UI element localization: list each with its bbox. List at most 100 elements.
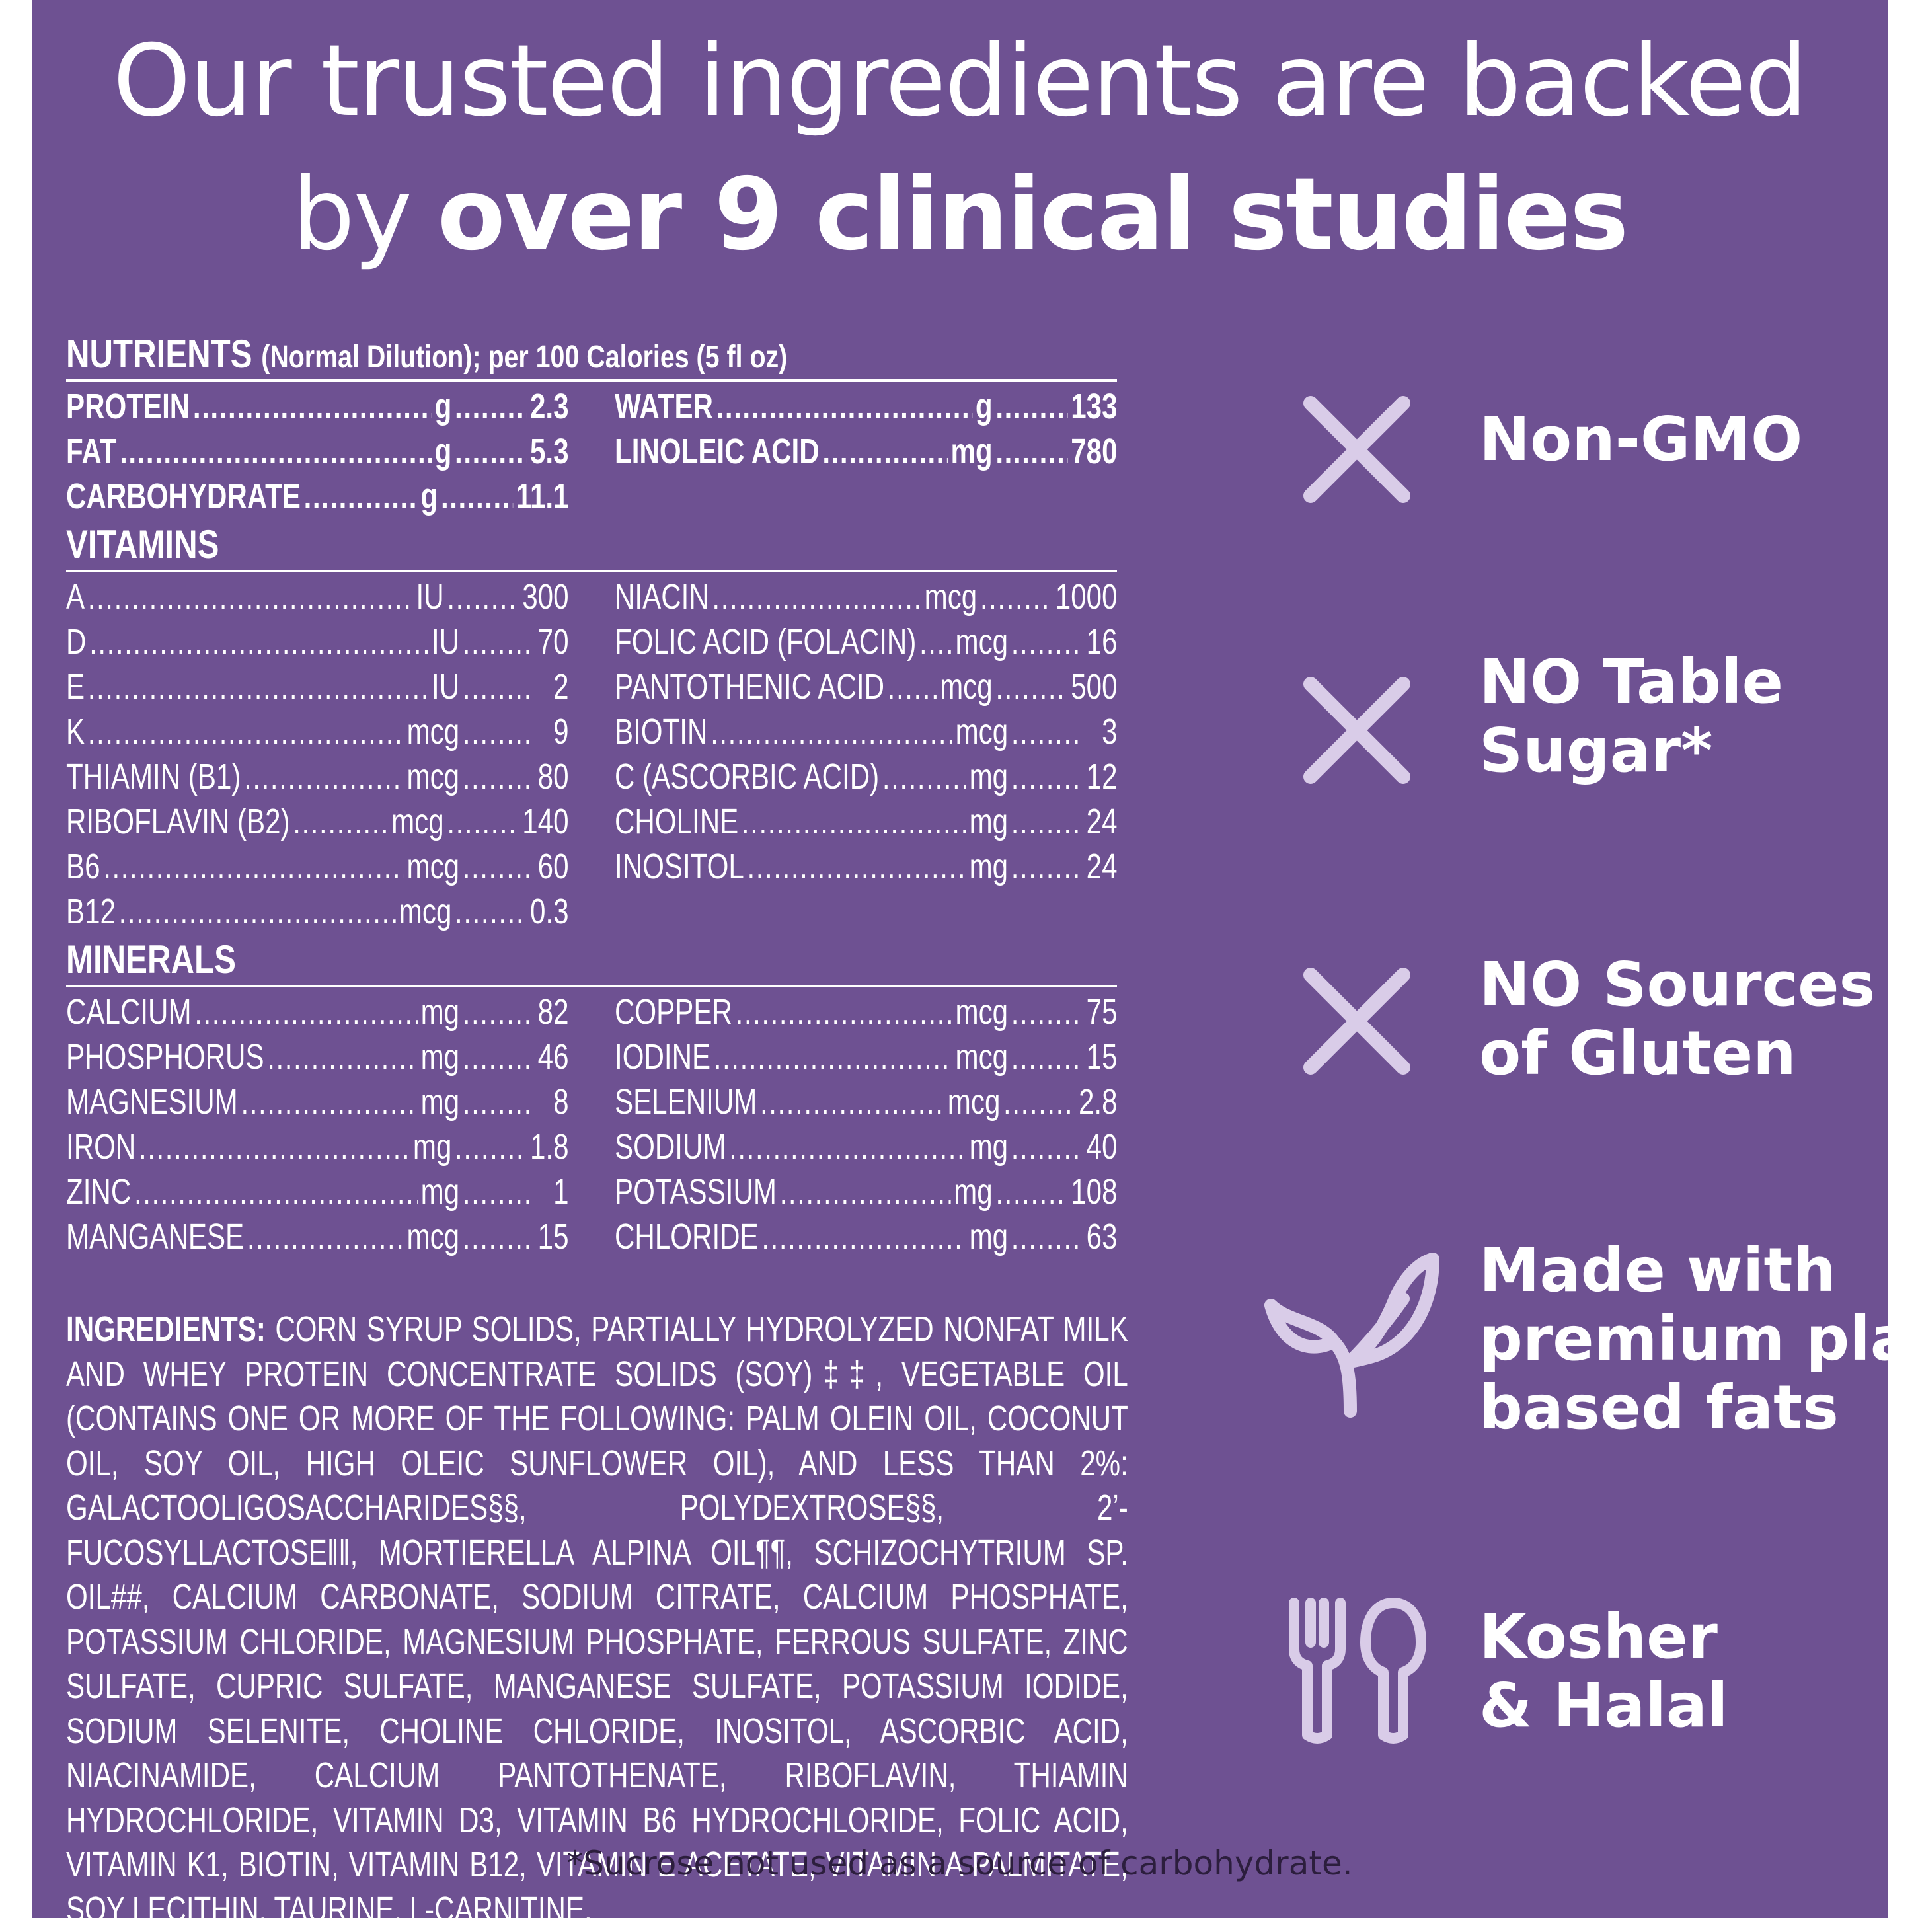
nutrient-unit: IU bbox=[432, 667, 460, 707]
nutrient-value: 60 bbox=[537, 847, 569, 886]
nutrient-value: 300 bbox=[522, 577, 569, 617]
nutrient-value: 63 bbox=[1086, 1217, 1118, 1256]
nutrient-unit: mg bbox=[969, 847, 1009, 886]
nutrient-row: B12 mcg 0.3 bbox=[66, 891, 569, 936]
nutrient-row: PROTEIN g 2.3 bbox=[66, 386, 569, 431]
nutrient-name: MANGANESE bbox=[66, 1217, 245, 1256]
nutrient-value: 24 bbox=[1086, 802, 1118, 841]
claim-line: Made with bbox=[1479, 1235, 1836, 1305]
nutrient-row: E IU 2 bbox=[66, 666, 569, 711]
nutrient-row: BIOTIN mcg 3 bbox=[615, 711, 1118, 756]
leader-dots bbox=[463, 621, 535, 662]
nutrient-unit: g bbox=[434, 432, 452, 471]
nutrient-value: 70 bbox=[537, 622, 569, 662]
nutrient-value: 40 bbox=[1086, 1127, 1118, 1167]
nutrient-unit: mg bbox=[420, 992, 460, 1032]
nutrient-row: Kmcg 9 bbox=[66, 711, 569, 756]
nutrient-unit: mg bbox=[969, 802, 1009, 841]
claim-line: Non-GMO bbox=[1479, 404, 1803, 475]
nutrients-right: WATER g 133 LINOLEIC ACID mg 780 bbox=[615, 386, 1118, 521]
claim-line: NO Sources bbox=[1479, 949, 1876, 1020]
nutrient-value: 24 bbox=[1086, 847, 1118, 886]
nutrient-unit: mg bbox=[969, 757, 1009, 796]
nutrient-value: 8 bbox=[553, 1082, 569, 1122]
claim-text: NO Sources of Gluten bbox=[1479, 950, 1875, 1088]
claim-line: Kosher bbox=[1479, 1602, 1718, 1672]
nutrient-name: FAT bbox=[66, 432, 117, 471]
leader-dots bbox=[244, 756, 404, 797]
footnote: *Sucrose not used as a source of carbohy… bbox=[566, 1844, 1353, 1882]
nutrient-name: CALCIUM bbox=[66, 992, 192, 1032]
leader-dots bbox=[455, 386, 527, 427]
nutrient-name: SELENIUM bbox=[615, 1082, 757, 1122]
claim-line: premium plant bbox=[1479, 1303, 1918, 1374]
leader-dots bbox=[1011, 991, 1083, 1032]
ingredients-text: CORN SYRUP SOLIDS, PARTIALLY HYDROLYZED … bbox=[66, 1309, 1128, 1929]
leader-dots bbox=[103, 846, 404, 887]
nutrient-unit: g bbox=[975, 387, 993, 426]
x-icon bbox=[1303, 396, 1410, 503]
nutrient-name: A bbox=[66, 577, 85, 617]
leader-dots bbox=[760, 1081, 944, 1122]
nutrient-name: IRON bbox=[66, 1127, 136, 1167]
nutrient-row: FAT g 5.3 bbox=[66, 431, 569, 476]
leader-dots bbox=[995, 431, 1067, 472]
leader-dots bbox=[463, 1216, 535, 1257]
nutrient-row: CARBOHYDRATE g 11.1 bbox=[66, 476, 569, 521]
leader-dots bbox=[736, 991, 952, 1032]
leader-dots bbox=[714, 1036, 952, 1077]
nutrient-value: 15 bbox=[1086, 1037, 1118, 1077]
leader-dots bbox=[88, 711, 404, 752]
leader-dots bbox=[463, 666, 535, 707]
nutrient-row: THIAMIN (B1) mcg 80 bbox=[66, 756, 569, 801]
nutrient-value: 2.3 bbox=[529, 387, 569, 426]
minerals-left: CALCIUMmg82PHOSPHORUSmg46MAGNESIUMmg8IRO… bbox=[66, 991, 569, 1261]
nutrient-unit: mcg bbox=[947, 1082, 1001, 1122]
nutrient-value: 11.1 bbox=[516, 477, 569, 516]
nutrient-unit: mcg bbox=[391, 802, 444, 841]
leader-dots bbox=[88, 576, 413, 617]
nutrient-name: PANTOTHENIC ACID bbox=[615, 667, 885, 707]
nutrient-row: B6 mcg 60 bbox=[66, 846, 569, 891]
nutrient-row: CALCIUM mg 82 bbox=[66, 991, 569, 1036]
nutrient-unit: mcg bbox=[955, 622, 1009, 662]
leader-dots bbox=[241, 1081, 418, 1122]
nutrient-name: CARBOHYDRATE bbox=[66, 477, 301, 516]
leader-dots bbox=[293, 801, 388, 842]
nutrient-row: CHLORIDE mg 63 bbox=[615, 1216, 1118, 1261]
nutrient-value: 500 bbox=[1071, 667, 1118, 707]
nutrient-value: 46 bbox=[537, 1037, 569, 1077]
nutrient-row: RIBOFLAVIN (B2) mcg 140 bbox=[66, 801, 569, 846]
nutrient-value: 16 bbox=[1086, 622, 1118, 662]
nutrient-unit: mcg bbox=[406, 847, 460, 886]
leader-dots bbox=[716, 386, 973, 427]
leader-dots bbox=[194, 991, 418, 1032]
nutrient-unit: mcg bbox=[955, 1037, 1009, 1077]
nutrient-row: SELENIUM mcg 2.8 bbox=[615, 1081, 1118, 1126]
nutrient-value: 1000 bbox=[1055, 577, 1118, 617]
leader-dots bbox=[888, 666, 937, 707]
leader-dots bbox=[1003, 1081, 1075, 1122]
leader-dots bbox=[463, 756, 535, 797]
nutrient-name: COPPER bbox=[615, 992, 732, 1032]
nutrient-value: 80 bbox=[537, 757, 569, 796]
leader-dots bbox=[1011, 801, 1083, 842]
leader-dots bbox=[441, 476, 513, 517]
ingredients-label: INGREDIENTS: bbox=[66, 1309, 266, 1349]
nutrient-name: CHLORIDE bbox=[615, 1217, 759, 1256]
leader-dots bbox=[1011, 711, 1083, 752]
leader-dots bbox=[882, 756, 966, 797]
nutrient-unit: g bbox=[434, 387, 452, 426]
leader-dots bbox=[995, 1171, 1067, 1212]
nutrient-unit: g bbox=[420, 477, 438, 516]
nutrient-row: PANTOTHENIC ACID mcg 500 bbox=[615, 666, 1118, 711]
leader-dots bbox=[463, 711, 535, 752]
leader-dots bbox=[193, 386, 432, 427]
claim-line: Sugar* bbox=[1479, 715, 1713, 786]
fork-spoon-icon bbox=[1289, 1598, 1426, 1744]
nutrient-unit: mg bbox=[420, 1172, 460, 1212]
nutrient-row: MAGNESIUM mg 8 bbox=[66, 1081, 569, 1126]
nutrient-row: IRON mg 1.8 bbox=[66, 1126, 569, 1171]
claim-text: Kosher & Halal bbox=[1479, 1603, 1728, 1740]
nutrient-row: WATER g 133 bbox=[615, 386, 1118, 431]
